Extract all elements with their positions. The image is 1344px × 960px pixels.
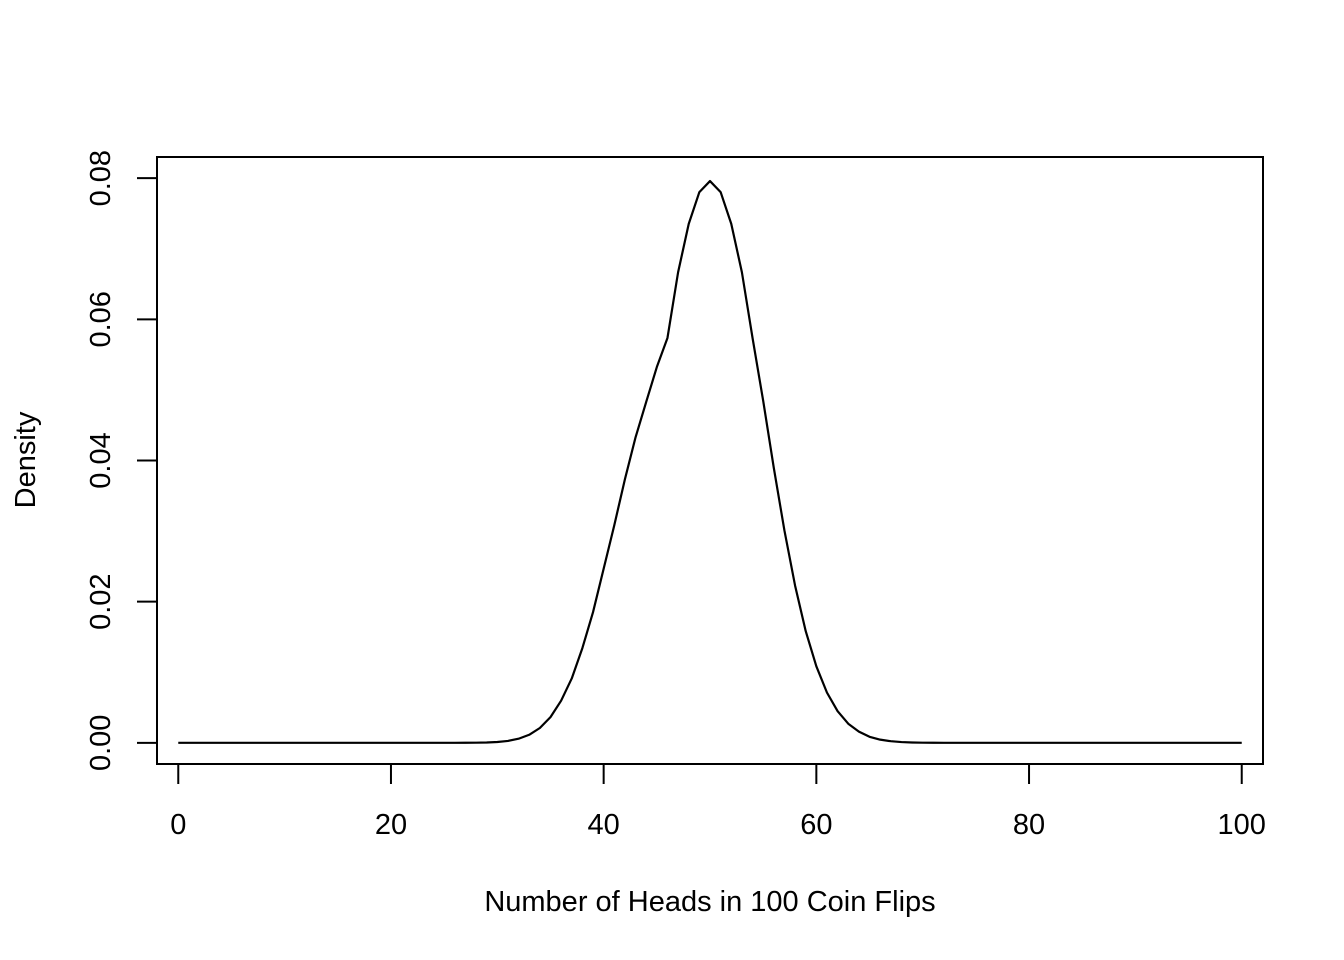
y-tick-label: 0.08: [85, 150, 117, 206]
x-tick-label: 60: [800, 809, 832, 841]
x-tick-label: 80: [1013, 809, 1045, 841]
x-tick-label: 0: [170, 809, 186, 841]
y-tick-label: 0.04: [85, 432, 117, 488]
x-tick-label: 100: [1218, 809, 1266, 841]
x-axis: 0 20 40 60 80 100: [170, 763, 1266, 841]
y-tick-label: 0.02: [85, 573, 117, 629]
x-tick-label: 20: [375, 809, 407, 841]
density-line: [178, 179, 1242, 744]
plot-frame: [156, 156, 1264, 765]
y-axis: 0.00 0.02 0.04 0.06 0.08: [85, 150, 158, 771]
y-axis-title: Density: [10, 411, 42, 508]
x-tick-label: 40: [588, 809, 620, 841]
y-tick-label: 0.00: [85, 715, 117, 771]
y-tick-label: 0.06: [85, 291, 117, 347]
x-axis-title: Number of Heads in 100 Coin Flips: [484, 886, 935, 918]
